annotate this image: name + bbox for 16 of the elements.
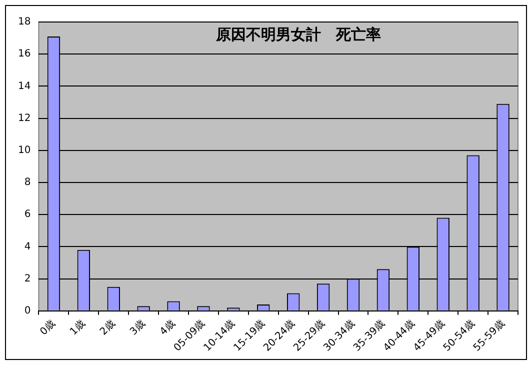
y-tick-label: 12 [18,112,31,124]
y-tick-label: 4 [24,241,31,252]
x-tick-label: 1歳 [68,318,88,338]
y-tick-label: 18 [18,16,31,28]
y-tick-label: 14 [18,80,31,92]
x-tick-label: 2歳 [98,318,118,338]
x-tick-label: 3歳 [127,318,148,338]
y-tick-label: 2 [24,273,31,284]
y-tick-label: 0 [24,305,31,316]
y-tick-label: 16 [18,48,31,60]
y-tick-label: 6 [24,209,31,220]
x-tick-label: 0歳 [38,318,58,338]
y-tick-label: 10 [18,144,31,156]
y-tick-label: 8 [24,177,31,188]
x-tick-label: 4歳 [157,318,178,338]
chart-title: 原因不明男女計 死亡率 [214,25,381,44]
